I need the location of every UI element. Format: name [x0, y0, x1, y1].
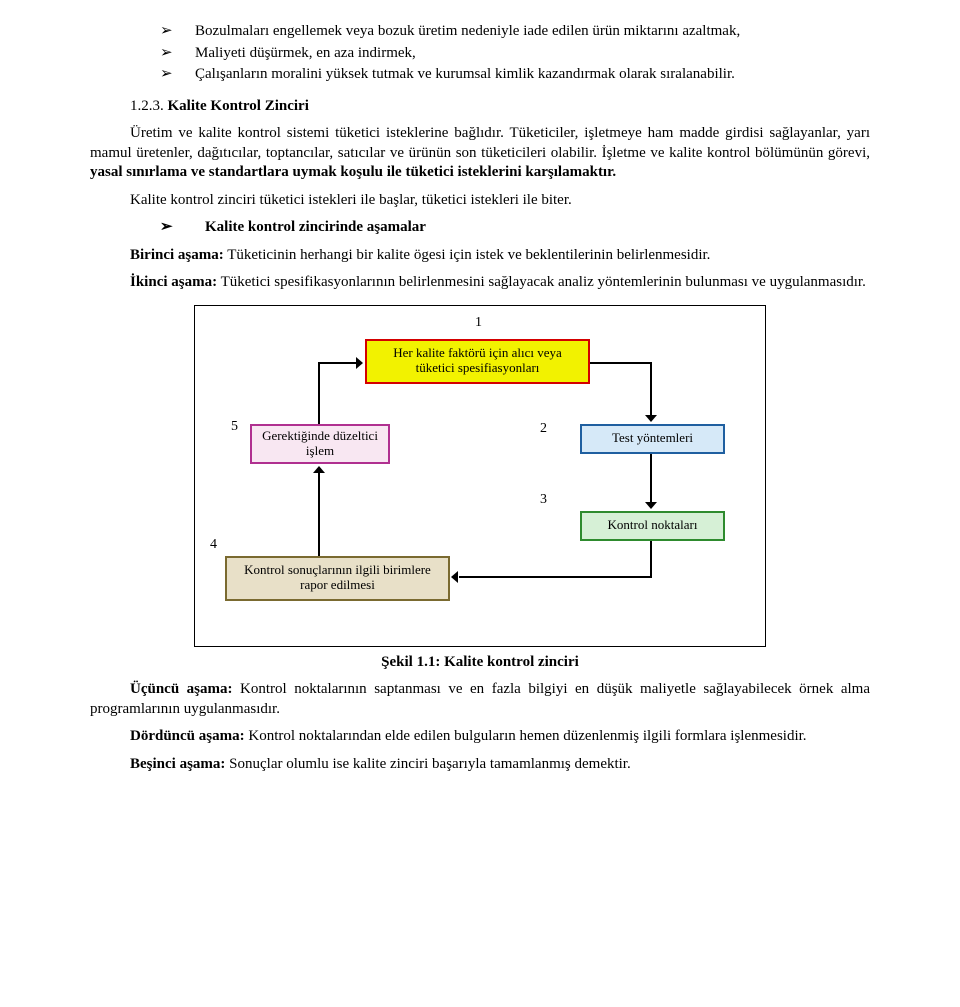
node-left1: Gerektiğinde düzeltici işlem	[250, 424, 390, 464]
paragraph-stage5: Beşinci aşama: Sonuçlar olumlu ise kalit…	[90, 755, 870, 775]
node-top: Her kalite faktörü için alıcı veya tüket…	[365, 339, 590, 384]
paragraph-1b: yasal sınırlama ve standartlara uymak ko…	[90, 164, 616, 180]
node-label-1: 1	[475, 314, 482, 332]
document-page: Bozulmaları engellemek veya bozuk üretim…	[0, 0, 960, 802]
paragraph-stage2: İkinci aşama: Tüketici spesifikasyonları…	[90, 273, 870, 293]
node-right1: Test yöntemleri	[580, 424, 725, 454]
stage2-label: İkinci aşama:	[130, 274, 217, 290]
paragraph-stage3: Üçüncü aşama: Kontrol noktalarının sapta…	[90, 680, 870, 719]
stages-heading: Kalite kontrol zincirinde aşamalar	[160, 218, 870, 238]
stage3-label: Üçüncü aşama:	[130, 681, 233, 697]
node-label-3: 3	[540, 491, 547, 509]
node-label-2: 2	[540, 420, 547, 438]
node-right2: Kontrol noktaları	[580, 511, 725, 541]
bullet-item: Çalışanların moralini yüksek tutmak ve k…	[160, 65, 870, 85]
intro-bullets: Bozulmaları engellemek veya bozuk üretim…	[90, 22, 870, 85]
section-number: 1.2.3.	[130, 98, 164, 114]
paragraph-stage4: Dördüncü aşama: Kontrol noktalarından el…	[90, 727, 870, 747]
node-label-5: 5	[231, 418, 238, 436]
paragraph-1: Üretim ve kalite kontrol sistemi tüketic…	[90, 124, 870, 183]
diagram-container: 1 2 3 4 5 Her kalite faktörü için alıcı …	[90, 305, 870, 647]
stage5-label: Beşinci aşama:	[130, 756, 225, 772]
stage4-label: Dördüncü aşama:	[130, 728, 245, 744]
paragraph-stage1: Birinci aşama: Tüketicinin herhangi bir …	[90, 246, 870, 266]
stage1-label: Birinci aşama:	[130, 247, 224, 263]
stage1-text: Tüketicinin herhangi bir kalite ögesi iç…	[224, 247, 711, 263]
node-left2: Kontrol sonuçlarının ilgili birimlere ra…	[225, 556, 450, 601]
flowchart: 1 2 3 4 5 Her kalite faktörü için alıcı …	[194, 305, 766, 647]
section-heading: 1.2.3. Kalite Kontrol Zinciri	[130, 97, 870, 117]
figure-caption: Şekil 1.1: Kalite kontrol zinciri	[90, 653, 870, 673]
section-title: Kalite Kontrol Zinciri	[168, 98, 309, 114]
paragraph-1a: Üretim ve kalite kontrol sistemi tüketic…	[90, 125, 870, 161]
stage5-text: Sonuçlar olumlu ise kalite zinciri başar…	[225, 756, 630, 772]
node-label-4: 4	[210, 536, 217, 554]
stage2-text: Tüketici spesifikasyonlarının belirlenme…	[217, 274, 866, 290]
stage4-text: Kontrol noktalarından elde edilen bulgul…	[245, 728, 807, 744]
bullet-item: Bozulmaları engellemek veya bozuk üretim…	[160, 22, 870, 42]
bullet-item: Maliyeti düşürmek, en aza indirmek,	[160, 44, 870, 64]
paragraph-2: Kalite kontrol zinciri tüketici istekler…	[90, 191, 870, 211]
